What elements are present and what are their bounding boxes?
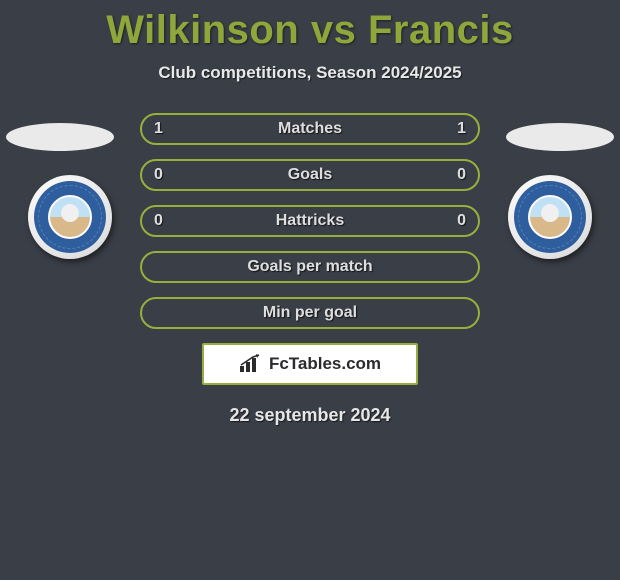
player1-marker-ellipse [6,123,114,151]
vs-text: vs [311,8,357,52]
player2-name: Francis [368,8,514,52]
player1-name: Wilkinson [106,8,299,52]
stat-left-value: 1 [154,120,163,138]
stat-row-goals-per-match: Goals per match [140,251,480,283]
stat-left-value: 0 [154,212,163,230]
stat-row-hattricks: 0 Hattricks 0 [140,205,480,237]
footer-date: 22 september 2024 [0,405,620,426]
player1-club-badge [20,175,120,259]
player2-marker-ellipse [506,123,614,151]
page-title: Wilkinson vs Francis [0,0,620,53]
stat-label: Hattricks [276,212,344,230]
stats-list: 1 Matches 1 0 Goals 0 0 Hattricks 0 Goal… [140,113,480,329]
comparison-panel: 1 Matches 1 0 Goals 0 0 Hattricks 0 Goal… [0,113,620,426]
stat-label: Goals [288,166,332,184]
stat-row-matches: 1 Matches 1 [140,113,480,145]
stat-label: Goals per match [247,258,372,276]
stat-right-value: 0 [457,166,466,184]
stat-right-value: 1 [457,120,466,138]
stat-label: Matches [278,120,342,138]
player2-club-badge [500,175,600,259]
brand-text: FcTables.com [269,354,381,374]
stat-row-min-per-goal: Min per goal [140,297,480,329]
brand-box[interactable]: FcTables.com [202,343,418,385]
stat-right-value: 0 [457,212,466,230]
stat-label: Min per goal [263,304,357,322]
subtitle: Club competitions, Season 2024/2025 [0,63,620,83]
stat-row-goals: 0 Goals 0 [140,159,480,191]
stat-left-value: 0 [154,166,163,184]
bar-chart-icon [239,354,263,374]
